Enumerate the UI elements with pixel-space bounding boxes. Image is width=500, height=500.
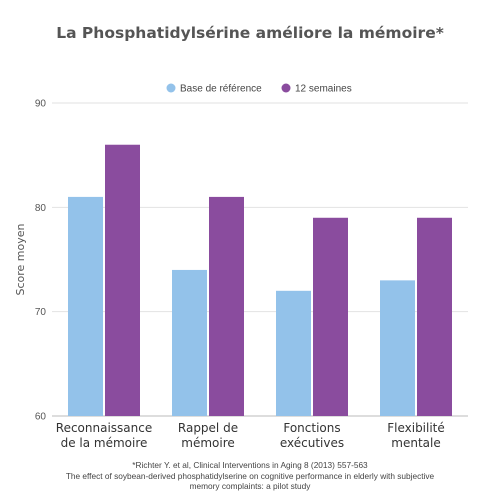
- bars: [68, 144, 452, 416]
- legend-marker: [281, 83, 291, 93]
- chart-title: La Phosphatidylsérine améliore la mémoir…: [56, 24, 444, 42]
- bar-baseline: [68, 196, 103, 416]
- category-label: mémoire: [181, 436, 235, 450]
- category-label: Flexibilité: [387, 421, 445, 435]
- category-label: mentale: [391, 436, 440, 450]
- bar-baseline: [172, 269, 207, 416]
- bar-baseline: [276, 290, 311, 416]
- legend-label: Base de référence: [180, 84, 262, 95]
- legend-label: 12 semaines: [295, 84, 352, 95]
- footnote-study-title: The effect of soybean-derived phosphatid…: [65, 470, 435, 481]
- category-label: Rappel de: [178, 421, 238, 435]
- y-tick-label: 90: [35, 99, 47, 110]
- y-axis-title: Score moyen: [14, 223, 27, 295]
- footnote-study-title-cont: memory complaints: a pilot study: [189, 481, 311, 491]
- y-tick-label: 60: [35, 412, 47, 423]
- bar-12-weeks: [417, 217, 452, 416]
- legend: Base de référence 12 semaines: [166, 83, 352, 95]
- bar-12-weeks: [105, 144, 140, 416]
- bar-12-weeks: [313, 217, 348, 416]
- legend-marker: [166, 83, 176, 93]
- footnote-citation: *Richter Y. et al, Clinical Intervention…: [132, 460, 368, 470]
- category-label: Reconnaissance: [56, 421, 152, 435]
- category-label: exécutives: [280, 436, 344, 450]
- y-tick-label: 80: [35, 203, 47, 214]
- category-label: Fonctions: [283, 421, 340, 435]
- category-label: de la mémoire: [61, 436, 148, 450]
- y-tick-label: 70: [35, 307, 47, 318]
- bar-12-weeks: [209, 196, 244, 416]
- footnote: *Richter Y. et al, Clinical Intervention…: [0, 460, 500, 492]
- bar-baseline: [380, 280, 415, 416]
